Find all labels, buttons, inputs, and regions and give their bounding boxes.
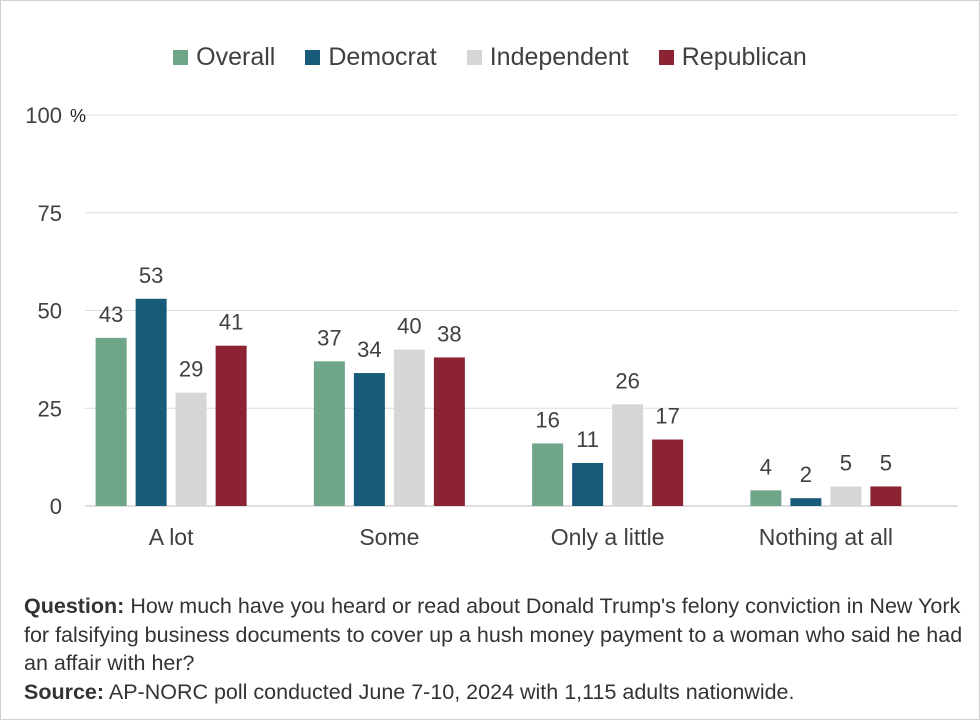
data-label: 16 [535, 407, 559, 432]
data-label: 53 [139, 263, 163, 288]
data-label: 34 [357, 337, 381, 362]
legend-swatch-independent [466, 49, 482, 65]
category-label: Only a little [551, 524, 665, 550]
legend-swatch-republican [658, 49, 674, 65]
bar-overall-3 [750, 490, 782, 506]
data-label: 37 [317, 325, 341, 350]
data-label: 5 [880, 450, 892, 475]
data-label: 2 [800, 462, 812, 487]
bar-republican-2 [652, 439, 684, 506]
category-label: A lot [149, 524, 194, 550]
data-label: 17 [655, 404, 679, 429]
bar-independent-2 [612, 404, 644, 506]
bar-overall-1 [313, 361, 345, 506]
legend-swatch-democrat [305, 49, 321, 65]
y-tick-label: 25 [38, 396, 62, 421]
y-tick-label: 100 [25, 103, 62, 128]
data-label: 5 [840, 450, 852, 475]
bar-independent-3 [830, 486, 862, 506]
question-label: Question: [24, 594, 125, 618]
source-text: AP-NORC poll conducted June 7-10, 2024 w… [108, 679, 795, 704]
legend-label-independent: Independent [489, 42, 629, 71]
legend-item-republican: Republican [658, 42, 807, 72]
y-unit-label: % [70, 106, 86, 126]
data-label: 26 [615, 368, 639, 393]
legend: Overall Democrat Independent Republican [0, 40, 980, 74]
bar-republican-3 [870, 486, 902, 506]
y-tick-label: 0 [50, 494, 62, 519]
bar-republican-0 [215, 345, 247, 506]
legend-label-republican: Republican [681, 42, 807, 71]
bar-independent-0 [175, 392, 207, 506]
legend-item-independent: Independent [466, 42, 629, 72]
bar-democrat-1 [353, 373, 385, 506]
question-note: Question: How much have you heard or rea… [24, 592, 964, 678]
y-tick-label: 50 [38, 299, 62, 324]
bar-independent-1 [393, 349, 425, 506]
data-label: 40 [397, 314, 421, 339]
category-label: Some [359, 524, 419, 550]
source-note: Source: AP-NORC poll conducted June 7-10… [24, 678, 964, 707]
chart-notes: Question: How much have you heard or rea… [24, 592, 964, 706]
data-label: 29 [179, 357, 203, 382]
source-label: Source: [24, 679, 105, 704]
bar-democrat-0 [135, 298, 167, 506]
bar-overall-2 [532, 443, 564, 506]
legend-item-democrat: Democrat [305, 42, 437, 72]
question-text: How much have you heard or read about Do… [24, 594, 963, 675]
data-label: 4 [760, 454, 772, 479]
bar-democrat-2 [572, 462, 604, 506]
data-label: 41 [219, 310, 243, 335]
legend-item-overall: Overall [173, 43, 275, 72]
bar-democrat-3 [790, 498, 822, 506]
legend-label-democrat: Democrat [328, 42, 437, 71]
bar-republican-1 [433, 357, 465, 506]
bar-overall-0 [95, 337, 127, 506]
data-label: 11 [576, 427, 599, 452]
y-tick-label: 75 [38, 201, 62, 226]
data-label: 38 [437, 321, 461, 346]
legend-swatch-overall [173, 49, 189, 65]
data-label: 43 [99, 302, 123, 327]
legend-label-overall: Overall [196, 42, 276, 71]
category-label: Nothing at all [759, 524, 893, 550]
